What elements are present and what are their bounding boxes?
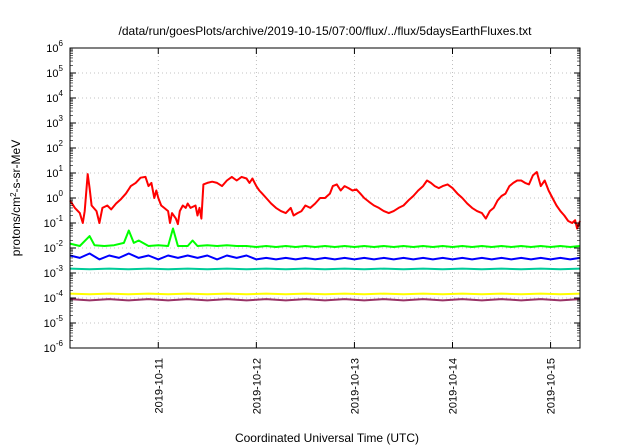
y-tick-exponent: 2 (59, 139, 64, 148)
y-tick-exponent: 3 (59, 114, 64, 123)
series-group (69, 171, 581, 302)
x-tick-label: 2019-10-11 (153, 358, 165, 413)
y-axis: 10-610-510-410-310-210-11001011021031041… (44, 39, 580, 355)
y-tick-label: 10-5 (44, 314, 64, 330)
series-line-2 (69, 227, 581, 248)
y-tick-base: 10 (44, 343, 56, 355)
y-tick-base: 10 (46, 193, 58, 205)
y-tick-base: 10 (46, 43, 58, 55)
series-line-1 (69, 171, 581, 230)
y-tick-base: 10 (44, 218, 56, 230)
y-tick-label: 103 (46, 114, 63, 130)
y-tick-label: 10-6 (44, 339, 64, 355)
y-tick-base: 10 (46, 168, 58, 180)
y-axis-label-rest: -s-sr-MeV (9, 140, 23, 193)
y-tick-exponent: 1 (59, 164, 64, 173)
y-tick-label: 10-4 (44, 289, 64, 305)
x-tick-label: 2019-10-13 (349, 358, 361, 414)
y-tick-base: 10 (44, 318, 56, 330)
y-tick-exponent: -2 (56, 239, 64, 248)
y-tick-label: 105 (46, 64, 63, 80)
y-tick-base: 10 (44, 243, 56, 255)
y-tick-base: 10 (44, 293, 56, 305)
y-tick-exponent: -1 (56, 214, 64, 223)
y-tick-base: 10 (46, 93, 58, 105)
y-tick-label: 106 (46, 39, 63, 55)
y-tick-exponent: 6 (59, 39, 64, 48)
series-line-3 (69, 252, 581, 261)
y-tick-exponent: -4 (56, 289, 64, 298)
series-line-4 (69, 267, 581, 271)
y-tick-label: 104 (46, 89, 63, 105)
y-tick-exponent: 0 (59, 189, 64, 198)
y-tick-exponent: 4 (59, 89, 64, 98)
x-tick-label: 2019-10-12 (251, 358, 263, 414)
y-tick-base: 10 (44, 268, 56, 280)
x-axis-label: Coordinated Universal Time (UTC) (235, 431, 419, 445)
y-tick-label: 10-3 (44, 264, 64, 280)
chart-title: /data/run/goesPlots/archive/2019-10-15/0… (119, 24, 533, 38)
y-tick-base: 10 (46, 118, 58, 130)
series-line-5 (69, 292, 581, 296)
x-tick-label: 2019-10-14 (448, 358, 460, 414)
y-tick-exponent: -5 (56, 314, 64, 323)
y-axis-label-main: protons/cm (9, 197, 23, 256)
series-line-6 (69, 298, 581, 302)
y-tick-exponent: -6 (56, 339, 64, 348)
y-tick-exponent: -3 (56, 264, 64, 273)
grid (70, 48, 580, 348)
y-axis-label: protons/cm2-s-sr-MeV (9, 140, 24, 256)
y-tick-label: 101 (46, 164, 63, 180)
y-tick-label: 102 (46, 139, 63, 155)
x-axis: 2019-10-11 2019-10-12 2019-10-13 2019-10-14… (153, 48, 558, 414)
y-tick-label: 100 (46, 189, 63, 205)
y-tick-base: 10 (46, 143, 58, 155)
x-tick-label: 2019-10-15 (546, 358, 558, 414)
y-tick-base: 10 (46, 68, 58, 80)
y-tick-exponent: 5 (59, 64, 64, 73)
y-axis-label-sup: 2 (9, 192, 18, 197)
y-tick-label: 10-2 (44, 239, 64, 255)
y-tick-label: 10-1 (44, 214, 64, 230)
